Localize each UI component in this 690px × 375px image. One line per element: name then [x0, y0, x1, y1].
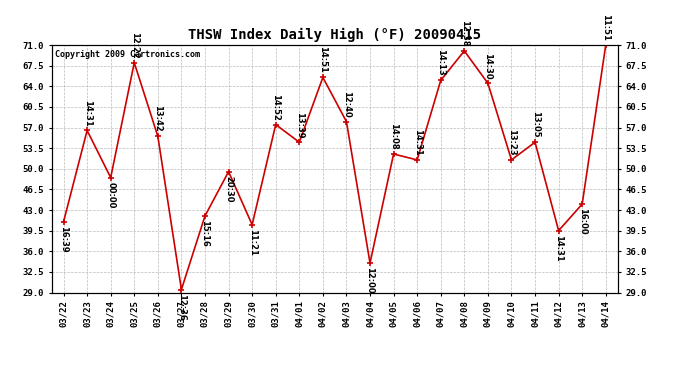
Text: 12:40: 12:40: [342, 91, 351, 117]
Text: 14:08: 14:08: [389, 123, 398, 150]
Text: 12:36: 12:36: [177, 294, 186, 321]
Text: 12:22: 12:22: [130, 32, 139, 58]
Text: 13:05: 13:05: [531, 111, 540, 138]
Text: 16:00: 16:00: [578, 208, 586, 235]
Text: 14:52: 14:52: [271, 93, 280, 120]
Text: 14:30: 14:30: [484, 53, 493, 79]
Text: 11:21: 11:21: [248, 229, 257, 256]
Text: 13:23: 13:23: [507, 129, 516, 156]
Text: 14:51: 14:51: [318, 46, 327, 73]
Text: 13:42: 13:42: [153, 105, 162, 132]
Text: 14:13: 14:13: [436, 50, 445, 76]
Text: 12:38: 12:38: [460, 20, 469, 47]
Text: 12:00: 12:00: [366, 267, 375, 294]
Title: THSW Index Daily High (°F) 20090415: THSW Index Daily High (°F) 20090415: [188, 28, 481, 42]
Text: 14:31: 14:31: [413, 129, 422, 156]
Text: Copyright 2009 Cartronics.com: Copyright 2009 Cartronics.com: [55, 50, 199, 59]
Text: 14:31: 14:31: [83, 99, 92, 126]
Text: 14:31: 14:31: [554, 235, 563, 261]
Text: 15:16: 15:16: [201, 220, 210, 247]
Text: 20:30: 20:30: [224, 176, 233, 203]
Text: 13:39: 13:39: [295, 112, 304, 138]
Text: 00:00: 00:00: [106, 182, 115, 208]
Text: 16:39: 16:39: [59, 226, 68, 253]
Text: 11:51: 11:51: [601, 14, 610, 41]
